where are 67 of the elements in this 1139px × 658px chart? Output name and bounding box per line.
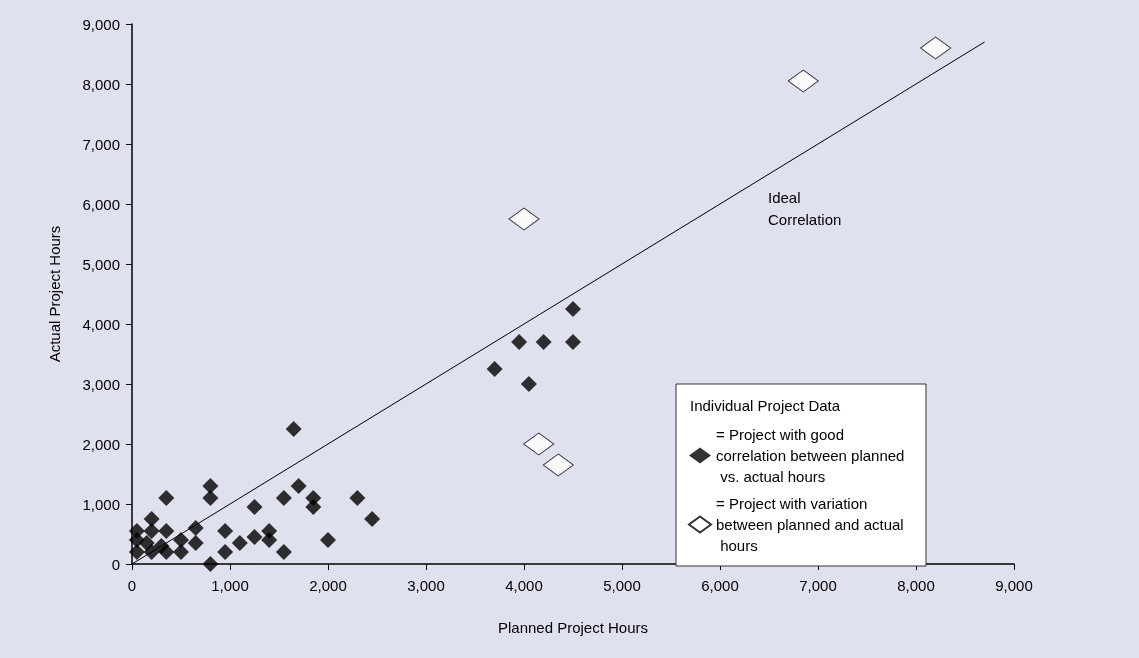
y-tick-label: 2,000 — [82, 435, 120, 453]
point — [511, 334, 528, 350]
point — [173, 532, 189, 548]
y-tick-label: 9,000 — [82, 15, 120, 33]
y-tick-label: 1,000 — [82, 495, 120, 513]
x-tick-label: 1,000 — [211, 577, 249, 594]
x-tick-label: 4,000 — [505, 577, 543, 594]
point — [158, 523, 175, 539]
point — [246, 499, 263, 515]
point — [217, 523, 234, 539]
point — [275, 490, 292, 506]
point — [143, 523, 160, 539]
legend-label: = Project with good correlation between planned vs. actual hours — [716, 426, 905, 485]
legend-title: Individual Project Data — [690, 397, 841, 414]
point — [920, 36, 952, 60]
point — [158, 490, 175, 506]
y-tick-label: 5,000 — [82, 255, 120, 273]
point — [565, 301, 581, 317]
annotation: Ideal Correlation — [768, 188, 842, 228]
point — [173, 544, 189, 560]
y-tick-label: 8,000 — [82, 75, 120, 93]
point — [523, 432, 555, 456]
point — [275, 544, 292, 560]
x-axis-title: Planned Project Hours — [497, 619, 649, 636]
point — [542, 453, 574, 477]
point — [520, 376, 537, 392]
point — [231, 535, 248, 551]
point — [187, 535, 204, 551]
point — [143, 544, 160, 560]
point — [143, 511, 160, 527]
y-tick-label: 3,000 — [82, 375, 120, 393]
x-tick-label: 6,000 — [701, 577, 739, 594]
point — [246, 529, 263, 545]
x-tick-label: 9,000 — [995, 577, 1033, 594]
x-tick-label: 3,000 — [407, 577, 445, 594]
point — [349, 490, 366, 506]
point — [565, 334, 581, 350]
point — [202, 478, 219, 494]
point — [217, 544, 234, 560]
x-tick-label: 5,000 — [603, 577, 641, 594]
x-tick-label: 8,000 — [897, 577, 935, 594]
point — [285, 421, 302, 437]
point — [320, 532, 336, 548]
point — [261, 532, 278, 548]
y-tick-label: 0 — [111, 555, 120, 573]
point — [305, 499, 322, 515]
point — [290, 478, 307, 494]
point — [158, 544, 175, 560]
point — [364, 511, 381, 527]
point — [202, 556, 219, 572]
point — [138, 535, 155, 551]
legend-label: = Project with variation between planned and actual hours — [716, 495, 904, 554]
point — [128, 544, 145, 560]
point — [787, 69, 819, 93]
x-tick-label: 2,000 — [309, 577, 347, 594]
point — [486, 361, 503, 377]
x-tick-label: 0 — [127, 577, 137, 594]
y-tick-label: 7,000 — [82, 135, 120, 153]
y-tick-label: 6,000 — [82, 195, 120, 213]
point — [508, 207, 540, 231]
x-tick-label: 7,000 — [799, 577, 837, 594]
point — [202, 490, 219, 506]
point — [187, 520, 204, 536]
y-axis-title: Actual Project Hours — [46, 225, 63, 363]
point — [128, 523, 145, 539]
y-tick-label: 4,000 — [82, 315, 120, 333]
point — [535, 334, 552, 350]
